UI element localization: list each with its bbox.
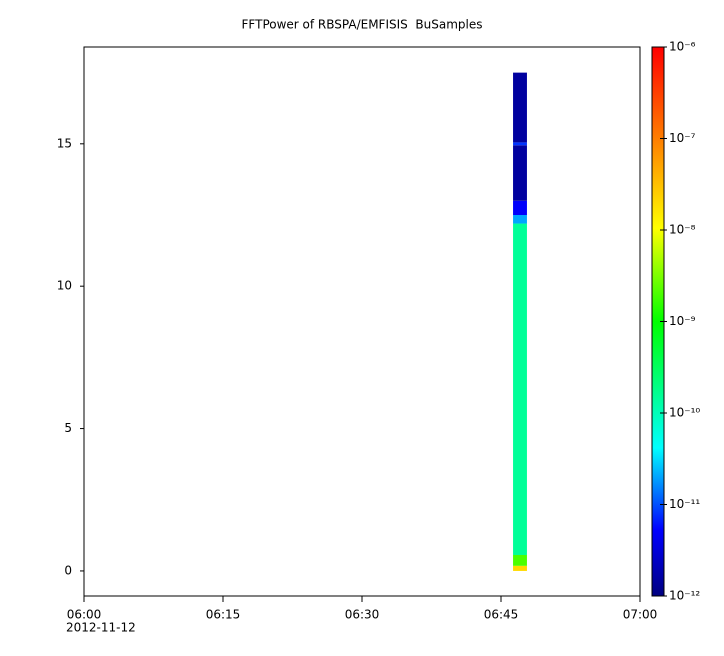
spectrogram-cell bbox=[513, 145, 527, 201]
spectrogram-cell bbox=[513, 223, 527, 555]
spectrogram-cell bbox=[513, 200, 527, 216]
colorbar-tick-label: 10⁻⁸ bbox=[669, 223, 696, 237]
spectrogram-cell bbox=[513, 215, 527, 224]
x-tick-label: 06:00 bbox=[67, 608, 102, 622]
y-tick-label: 0 bbox=[64, 563, 72, 577]
colorbar-tick-label: 10⁻¹² bbox=[669, 589, 700, 603]
colorbar-tick-label: 10⁻¹⁰ bbox=[669, 406, 700, 420]
plot-frame bbox=[83, 46, 641, 597]
colorbar-tick-label: 10⁻¹¹ bbox=[669, 497, 700, 511]
x-tick-label: 06:15 bbox=[206, 608, 241, 622]
spectrogram-cell bbox=[513, 142, 527, 146]
colorbar-tick-label: 10⁻⁹ bbox=[669, 314, 696, 328]
y-tick-label: 5 bbox=[64, 421, 72, 435]
spectrogram-cell bbox=[513, 72, 527, 143]
x-tick-label: 07:00 bbox=[623, 608, 658, 622]
x-tick-label: 06:30 bbox=[345, 608, 380, 622]
y-tick-label: 15 bbox=[57, 136, 72, 150]
y-tick-label: 10 bbox=[57, 279, 72, 293]
spectrogram-cell bbox=[513, 565, 527, 571]
x-date-label: 2012-11-12 bbox=[66, 621, 136, 635]
x-tick-label: 06:45 bbox=[484, 608, 519, 622]
colorbar-tick-label: 10⁻⁶ bbox=[669, 40, 696, 54]
spectrogram-cell bbox=[513, 554, 527, 566]
colorbar-tick-label: 10⁻⁷ bbox=[669, 131, 696, 145]
chart-title: FFTPower of RBSPA/EMFISIS BuSamples bbox=[242, 18, 483, 32]
